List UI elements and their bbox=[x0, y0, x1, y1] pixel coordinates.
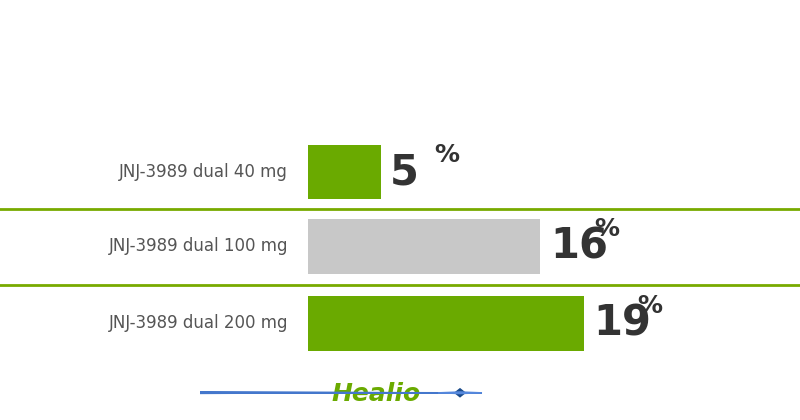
Text: 19: 19 bbox=[594, 302, 651, 344]
Text: JNJ-3989 dual 100 mg: JNJ-3989 dual 100 mg bbox=[109, 237, 288, 255]
FancyBboxPatch shape bbox=[308, 145, 381, 199]
Text: 16: 16 bbox=[550, 226, 608, 268]
Polygon shape bbox=[438, 392, 482, 394]
FancyBboxPatch shape bbox=[308, 296, 584, 351]
Text: Healio: Healio bbox=[331, 382, 421, 406]
Text: %: % bbox=[594, 217, 619, 241]
Text: JNJ-3989 dual 40 mg: JNJ-3989 dual 40 mg bbox=[119, 163, 288, 181]
Text: analogue-stopping criteria at 48 weeks:: analogue-stopping criteria at 48 weeks: bbox=[165, 72, 635, 92]
Polygon shape bbox=[200, 392, 482, 394]
Text: JNJ-3989 dual 200 mg: JNJ-3989 dual 200 mg bbox=[109, 314, 288, 332]
Text: Patients with chronic hepatitis B who met nucleos(t)ide: Patients with chronic hepatitis B who me… bbox=[72, 32, 728, 52]
FancyBboxPatch shape bbox=[308, 219, 541, 274]
Polygon shape bbox=[455, 389, 465, 397]
Text: 5: 5 bbox=[390, 151, 419, 193]
Text: %: % bbox=[434, 143, 459, 167]
Text: %: % bbox=[638, 294, 662, 318]
